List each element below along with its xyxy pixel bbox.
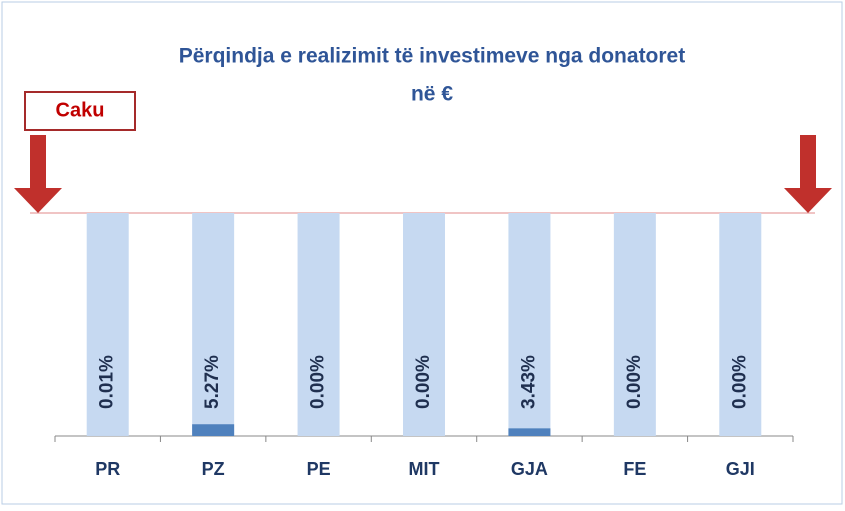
chart-title: në €: [411, 83, 453, 106]
value-label: 5.27%: [202, 355, 223, 409]
value-label: 0.00%: [308, 355, 329, 409]
target-label: Caku: [56, 99, 105, 121]
x-tick-label: MIT: [409, 459, 440, 479]
value-label: 0.00%: [413, 355, 434, 409]
x-tick-label: FE: [623, 459, 646, 479]
value-label: 0.00%: [729, 355, 750, 409]
value-label: 0.01%: [97, 355, 118, 409]
x-tick-label: PE: [307, 459, 331, 479]
bar: [508, 428, 550, 436]
x-tick-label: PR: [95, 459, 120, 479]
value-label: 3.43%: [518, 355, 539, 409]
x-tick-label: PZ: [202, 459, 225, 479]
value-label: 0.00%: [624, 355, 645, 409]
chart-title: Përqindja e realizimit të investimeve ng…: [179, 45, 685, 68]
bar: [192, 424, 234, 436]
x-tick-label: GJI: [726, 459, 755, 479]
x-tick-label: GJA: [511, 459, 548, 479]
